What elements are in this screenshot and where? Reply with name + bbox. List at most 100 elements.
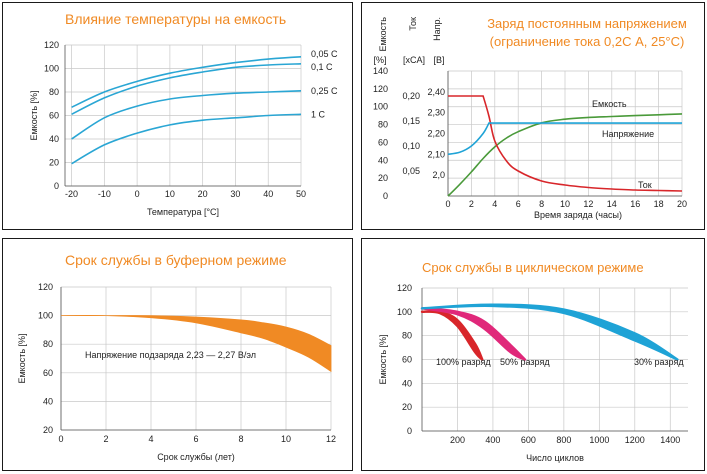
x-tick-label: 0 [445,199,450,209]
x-tick-label: 1200 [625,435,645,445]
y-tick-label: 40 [43,396,53,406]
x-tick-label: 20 [677,199,687,209]
chart-title: Срок службы в буферном режиме [65,252,287,268]
series-line [71,56,302,109]
x-tick-label: 400 [485,435,500,445]
x-tick-label: 4 [148,434,153,444]
series-label: 0,05 C [311,49,338,59]
capacity-unit: [%] [373,55,386,65]
current-tick-label: 0,05 [402,166,420,176]
voltage-unit: [В] [433,55,444,65]
y-axis-label: Емкость [%] [378,334,388,384]
capacity-tick-label: 100 [373,102,388,112]
capacity-tick-label: 0 [383,191,388,201]
capacity-band [60,315,332,373]
series-label: 50% разряд [500,357,550,367]
y-tick-label: 20 [49,158,59,168]
x-tick-label: 30 [230,189,240,199]
capacity-tick-label: 120 [373,84,388,94]
current-line [448,95,683,192]
x-tick-label: 0 [58,434,63,444]
voltage-tick-label: 2,40 [427,87,445,97]
y-tick-label: 60 [49,111,59,121]
y-tick-label: 100 [44,64,59,74]
y-tick-label: 40 [402,378,412,388]
y-tick-label: 100 [397,307,412,317]
constant-voltage-charge-svg: Заряд постоянным напряжением (ограничение… [373,16,687,220]
x-tick-label: 1000 [589,435,609,445]
series-line [71,63,302,116]
current-tick-label: 0,20 [402,91,420,101]
capacity-axis-title: Емкость [378,17,388,52]
x-axis-label: Температура [°C] [147,207,219,217]
cycle-band [420,303,679,361]
x-tick-label: 10 [281,434,291,444]
x-tick-label: 50 [296,189,306,199]
constant-voltage-charge-chart: Заряд постоянным напряжением (ограничение… [361,2,705,230]
voltage-tick-label: 2,30 [427,108,445,118]
current-axis-title: Ток [408,17,418,31]
cyclic-service-life-chart: Срок службы в циклическом режиме 0 20 40 60 8… [361,238,705,471]
y-tick-label: 40 [49,134,59,144]
y-tick-label: 80 [49,87,59,97]
current-series-label: Ток [638,180,652,190]
voltage-tick-label: 2,10 [427,149,445,159]
series-label: 100% разряд [436,357,491,367]
x-tick-label: 2 [103,434,108,444]
y-tick-label: 120 [397,283,412,293]
series-line [71,90,302,140]
chart-title-line2: (ограничение тока 0,2C А, 25°C) [490,34,685,49]
capacity-tick-label: 80 [378,120,388,130]
capacity-tick-label: 40 [378,155,388,165]
x-tick-label: 16 [630,199,640,209]
series-label: 1 C [311,109,326,119]
x-tick-label: 12 [326,434,336,444]
x-tick-label: -10 [98,189,111,199]
y-tick-label: 120 [38,282,53,292]
voltage-tick-label: 2,0 [432,170,445,180]
temperature-capacity-svg: Влияние температуры на емкость 0 20 40 60 80 1… [29,11,338,217]
voltage-tick-label: 2,20 [427,129,445,139]
cycle-band [420,309,484,361]
chart-title-line1: Заряд постоянным напряжением [487,16,687,31]
y-tick-label: 20 [402,402,412,412]
capacity-tick-label: 60 [378,137,388,147]
x-tick-label: 12 [583,199,593,209]
x-tick-label: 600 [521,435,536,445]
cyclic-service-life-svg: Срок службы в циклическом режиме 0 20 40 60 8… [378,260,688,463]
x-tick-label: 20 [198,189,208,199]
x-tick-label: 14 [607,199,617,209]
x-tick-label: 18 [654,199,664,209]
x-tick-label: 2 [469,199,474,209]
chart-title: Влияние температуры на емкость [65,11,286,27]
capacity-tick-label: 20 [378,173,388,183]
x-tick-label: 6 [193,434,198,444]
x-tick-label: -20 [65,189,78,199]
x-tick-label: 8 [539,199,544,209]
float-service-life-chart: Срок службы в буферном режиме 20 40 60 80 100… [2,238,353,471]
y-tick-label: 60 [43,368,53,378]
temperature-capacity-chart: Влияние температуры на емкость 0 20 40 60 80 1… [2,2,353,230]
x-tick-label: 8 [238,434,243,444]
y-tick-label: 0 [407,426,412,436]
series-line [71,113,302,165]
y-tick-label: 80 [43,339,53,349]
cycle-band [420,307,527,361]
x-tick-label: 4 [492,199,497,209]
voltage-line [447,122,682,156]
x-tick-label: 200 [450,435,465,445]
y-tick-label: 60 [402,355,412,365]
x-tick-label: 0 [135,189,140,199]
x-axis-label: Срок службы (лет) [157,452,235,462]
current-unit: [хCA] [403,55,425,65]
y-tick-label: 20 [43,425,53,435]
x-axis-label: Время заряда (часы) [534,210,622,220]
series-label: 0,1 C [311,62,333,72]
chart-title: Срок службы в циклическом режиме [422,260,644,275]
x-tick-label: 10 [560,199,570,209]
y-axis-label: Емкость [%] [17,333,27,383]
float-service-life-svg: Срок службы в буферном режиме20406080100… [17,252,336,462]
y-tick-label: 120 [44,40,59,50]
current-tick-label: 0,15 [402,116,420,126]
voltage-series-label: Напряжение [602,129,654,139]
